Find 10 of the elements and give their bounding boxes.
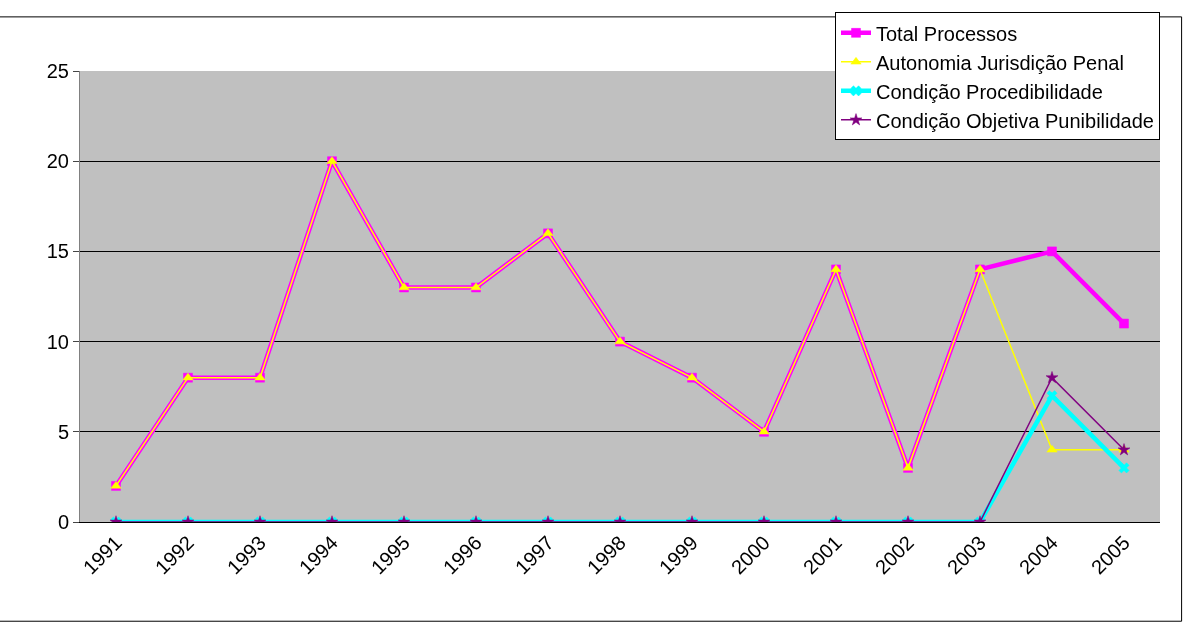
y-tick-label: 10 <box>46 330 69 353</box>
y-tick-label: 25 <box>46 60 69 82</box>
legend-label: Condição Objetiva Punibilidade <box>876 109 1154 132</box>
legend-label: Autonomia Jurisdição Penal <box>876 51 1124 74</box>
legend-label: Total Processos <box>876 22 1018 45</box>
y-tick-label: 5 <box>57 420 69 443</box>
y-tick-label: 0 <box>57 511 69 533</box>
y-tick-label: 15 <box>46 240 69 263</box>
y-tick-label: 20 <box>46 150 69 173</box>
legend-label: Condição Procedibilidade <box>876 80 1103 103</box>
